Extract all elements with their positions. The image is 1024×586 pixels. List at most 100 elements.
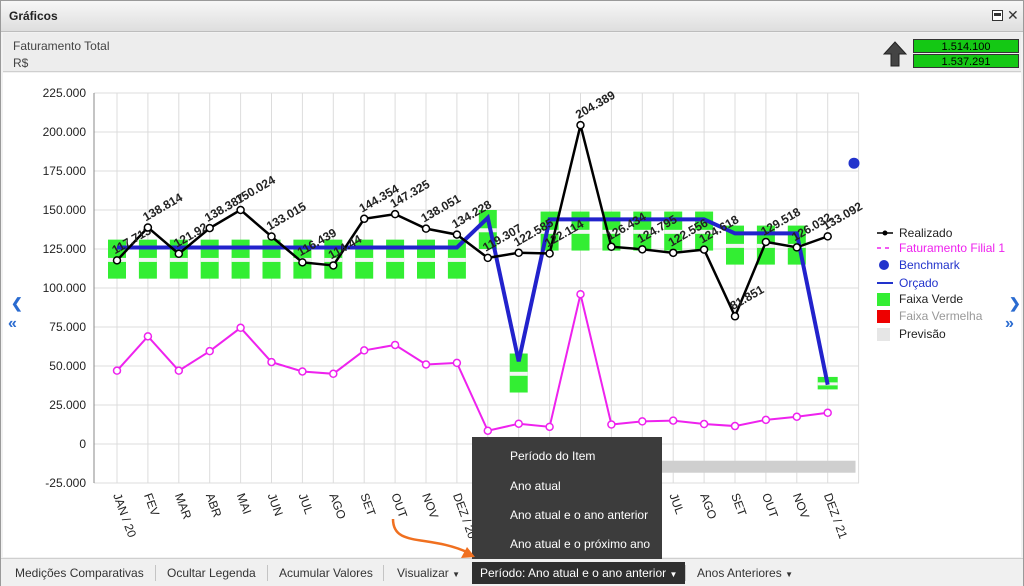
window-title: Gráficos <box>9 9 58 23</box>
caret-down-icon: ▼ <box>669 570 678 579</box>
periodo-dropdown[interactable]: Período: Ano atual e o ano anterior ▼ <box>472 562 686 584</box>
filial-point <box>514 419 523 428</box>
realizado-point <box>143 223 153 232</box>
menu-item-periodo-do-item[interactable]: Período do Item <box>510 449 596 463</box>
anos-anteriores-dropdown[interactable]: Anos Anteriores ▼ <box>697 566 793 580</box>
filial-point <box>483 426 493 435</box>
legend-label-filial: Faturamento Filial 1 <box>899 241 1005 255</box>
indicator-title: Faturamento Total <box>13 39 110 53</box>
realizado-point <box>638 245 647 254</box>
faixa-divider <box>417 257 435 262</box>
faixa-divider <box>231 257 250 262</box>
realizado-point <box>607 242 616 252</box>
x-tick-label: ABR <box>203 491 225 519</box>
filial-point <box>421 360 431 369</box>
realizado-point <box>545 249 554 258</box>
filial-point <box>699 419 709 429</box>
y-tick-label: 0 <box>79 437 86 451</box>
filial-point <box>205 346 214 356</box>
faixa-divider <box>602 229 621 234</box>
ocultar-legenda-button[interactable]: Ocultar Legenda <box>167 566 256 580</box>
filial-point <box>267 357 276 367</box>
filial-point <box>452 358 462 368</box>
realizado-line <box>116 124 829 320</box>
nav-last-icon[interactable]: » <box>1005 315 1014 332</box>
toolbar-divider <box>267 565 268 581</box>
visualizar-label: Visualizar <box>397 566 449 580</box>
acumular-valores-button[interactable]: Acumular Valores <box>279 566 373 580</box>
annotation-arrow-icon <box>391 518 475 558</box>
menu-item-ano-atual[interactable]: Ano atual <box>510 479 561 493</box>
nav-next-icon[interactable]: ❯ <box>1009 295 1021 311</box>
filial-point <box>823 408 832 418</box>
close-icon[interactable]: ✕ <box>1007 7 1019 23</box>
faixa-divider <box>138 257 157 262</box>
faixa-divider <box>571 229 590 234</box>
faixa-divider <box>169 257 188 262</box>
minimize-icon[interactable] <box>992 10 1003 21</box>
value-realizado-badge: 1.514.100 <box>913 39 1019 53</box>
nav-first-icon[interactable]: « <box>8 315 17 332</box>
menu-item-ano-atual-e-anterior[interactable]: Ano atual e o ano anterior <box>510 508 649 522</box>
realizado-point <box>761 237 771 247</box>
filial-point <box>298 367 307 376</box>
visualizar-dropdown[interactable]: Visualizar ▼ <box>397 566 460 580</box>
toolbar-divider <box>155 565 156 581</box>
x-tick-label: NOV <box>790 491 812 520</box>
x-tick-label: MAR <box>172 491 194 521</box>
y-tick-label: 25.000 <box>49 398 86 412</box>
faixa-divider <box>324 257 343 262</box>
x-tick-label: AGO <box>697 491 719 521</box>
menu-item-ano-atual-e-proximo[interactable]: Ano atual e o próximo ano <box>510 537 651 551</box>
x-tick-label: JUL <box>666 491 687 516</box>
realizado-point <box>359 214 369 224</box>
x-tick-label: JUN <box>265 491 286 518</box>
legend-label-realizado: Realizado <box>899 226 953 240</box>
legend-swatch-previsao <box>877 328 890 341</box>
legend-swatch-benchmark <box>879 260 889 270</box>
toolbar-divider <box>383 565 384 581</box>
filial-point <box>638 417 647 426</box>
x-tick-label: FEV <box>141 491 162 518</box>
faixa-divider <box>262 257 281 262</box>
nav-prev-icon[interactable]: ❮ <box>11 295 23 311</box>
legend-label-vermelha: Faixa Vermelha <box>899 309 983 323</box>
realizado-point <box>792 243 802 252</box>
x-tick-label: MAI <box>234 491 254 516</box>
filial-point <box>792 412 802 421</box>
realizado-point <box>298 258 307 267</box>
x-tick-label: JAN / 20 <box>110 491 139 539</box>
faixa-divider <box>664 229 683 234</box>
anos-anteriores-label: Anos Anteriores <box>697 566 782 580</box>
filial-line <box>116 294 828 432</box>
orcado-line <box>117 213 830 386</box>
realizado-point <box>699 245 709 254</box>
y-tick-label: 50.000 <box>49 359 86 373</box>
medicoes-comparativas-button[interactable]: Medições Comparativas <box>15 566 144 580</box>
realizado-point <box>329 261 338 270</box>
y-tick-label: 175.000 <box>43 164 87 178</box>
faixa-divider <box>200 257 219 262</box>
legend-label-verde: Faixa Verde <box>899 292 963 306</box>
x-tick-label: DEZ / 21 <box>821 491 850 541</box>
realizado-point <box>267 232 276 241</box>
y-tick-label: 225.000 <box>43 86 87 100</box>
filial-point <box>730 421 740 431</box>
filial-point <box>668 416 678 425</box>
x-tick-label: AGO <box>326 491 348 521</box>
faixa-divider <box>509 371 528 376</box>
x-tick-label: OUT <box>759 491 781 520</box>
chart-header: Faturamento Total R$ <box>3 33 1021 72</box>
faixa-divider <box>447 257 466 262</box>
filial-point <box>576 289 585 299</box>
filial-point <box>143 332 153 341</box>
caret-down-icon: ▼ <box>452 570 461 579</box>
faixa-divider <box>355 257 374 262</box>
y-tick-label: 75.000 <box>49 320 86 334</box>
legend-label-previsao: Previsão <box>899 327 946 341</box>
legend-label-orcado: Orçado <box>899 276 939 290</box>
realizado-point <box>576 120 585 130</box>
filial-point <box>112 366 122 375</box>
faixa-divider <box>695 229 714 234</box>
filial-point <box>359 346 369 355</box>
